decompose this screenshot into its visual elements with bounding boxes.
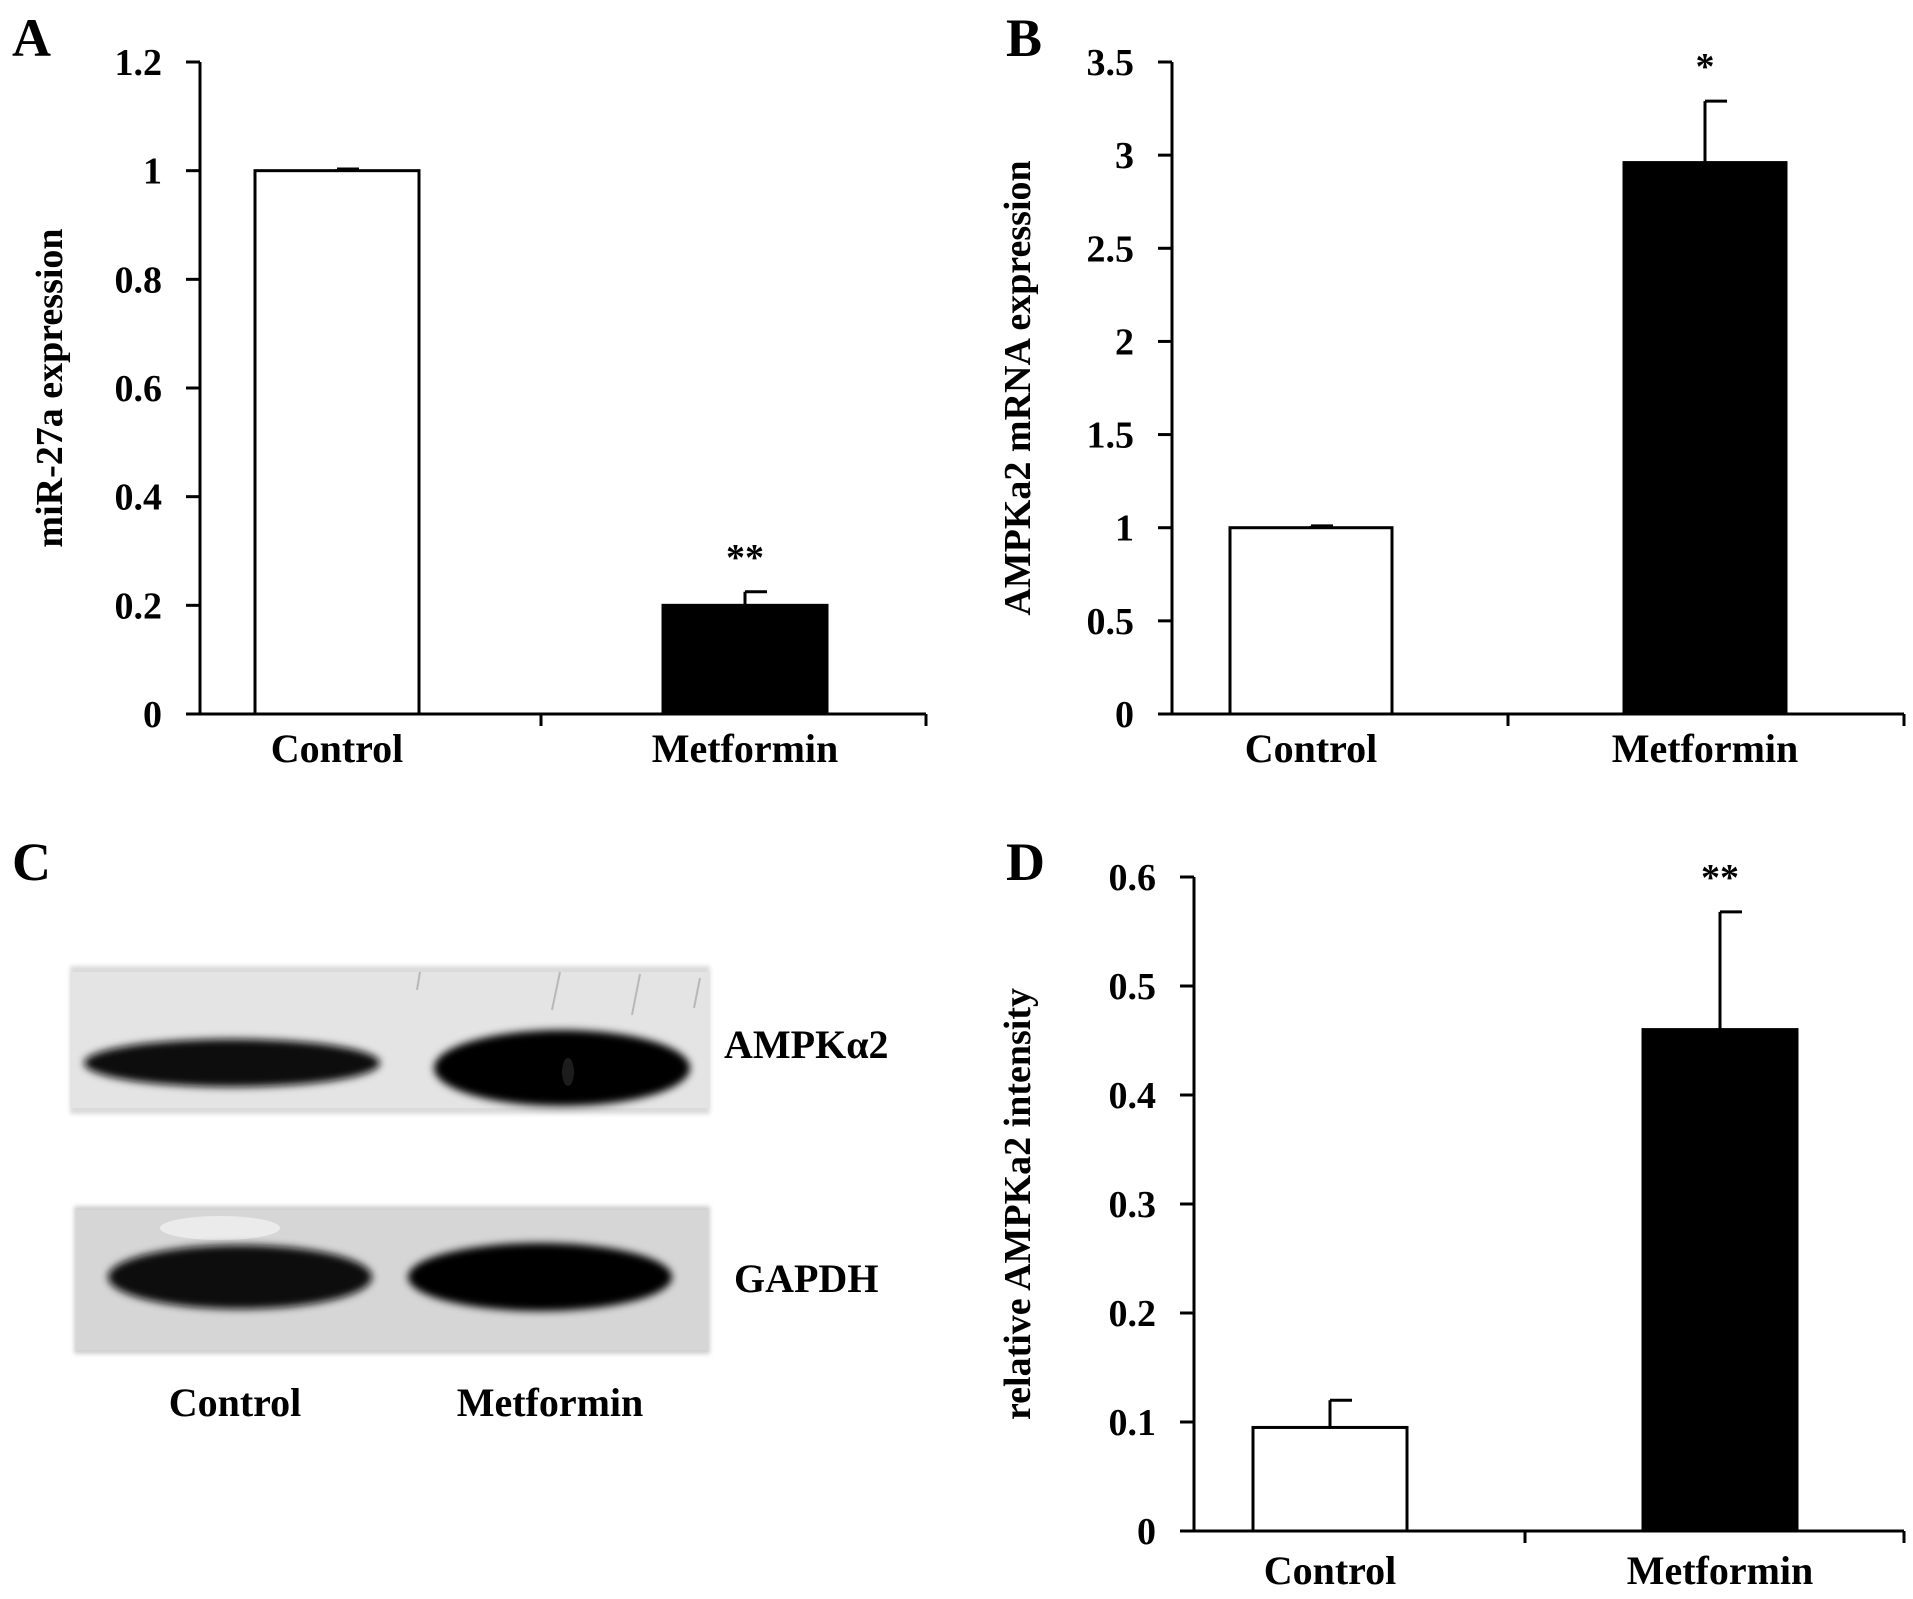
y-tick-label-b: 3 [1115, 135, 1134, 177]
bar-a-metformin [661, 603, 829, 716]
y-axis-title-b: AMPKa2 mRNA expression [997, 160, 1039, 615]
blot-label-ampka2: AMPKα2 [724, 1022, 889, 1067]
panel-letter-d: D [1006, 832, 1045, 892]
bar-d-metformin [1641, 1028, 1799, 1533]
y-axis-title-d: relative AMPKa2 intensity [997, 988, 1039, 1420]
x-category-label-d: Control [1264, 1548, 1397, 1593]
y-tick-label-a: 0.2 [115, 585, 163, 627]
chart-panel-b: 0 0.5 1 1.5 2 2.5 3 3.5 Control * Metformin AMPKa2 … [997, 42, 1906, 771]
y-tick-label-a: 0.6 [115, 368, 163, 410]
significance-label-b: * [1696, 46, 1715, 88]
x-category-label-d: Metformin [1627, 1548, 1814, 1593]
panel-letter-b: B [1006, 8, 1042, 68]
band-gapdh-control [108, 1245, 372, 1309]
chart-panel-d: 0 0.1 0.2 0.3 0.4 0.5 0.6 Control ** Metformin rel… [997, 857, 1906, 1593]
y-tick-label-a: 0 [143, 694, 162, 736]
y-tick-label-b: 3.5 [1087, 42, 1135, 84]
y-tick-label-a: 0.4 [115, 477, 163, 519]
y-axis-title-a: miR-27a expression [29, 228, 71, 547]
x-category-label-b: Control [1245, 726, 1378, 771]
y-tick-label-b: 2 [1115, 321, 1134, 363]
y-tick-label-d: 0.4 [1109, 1075, 1157, 1117]
y-tick-label-d: 0.2 [1109, 1293, 1157, 1335]
western-blot-panel: AMPKα2 GAPDH Control Metformin [70, 966, 889, 1425]
chart-panel-a: 0 0.2 0.4 0.6 0.8 1 1.2 Control ** Metformin miR-2… [29, 42, 928, 771]
blot-strip-ampka2 [70, 966, 710, 1114]
y-tick-label-a: 1 [143, 151, 162, 193]
blot-lane-label-metformin: Metformin [457, 1380, 644, 1425]
y-tick-label-a: 0.8 [115, 259, 163, 301]
y-tick-label-d: 0.3 [1109, 1184, 1157, 1226]
y-tick-label-b: 0.5 [1087, 601, 1135, 643]
bar-d-control [1251, 1425, 1409, 1533]
x-category-label-a: Control [271, 726, 404, 771]
y-tick-label-b: 1.5 [1087, 415, 1135, 457]
blot-strip-gapdh [74, 1206, 710, 1354]
significance-label-a: ** [726, 537, 764, 579]
blot-lane-label-control: Control [169, 1380, 302, 1425]
significance-label-d: ** [1701, 857, 1739, 899]
blot-label-gapdh: GAPDH [734, 1256, 878, 1301]
band-ampka2-control [84, 1039, 380, 1087]
y-tick-label-d: 0.1 [1109, 1402, 1157, 1444]
bar-b-control [1228, 526, 1394, 716]
bar-b-metformin [1622, 161, 1788, 716]
x-category-label-b: Metformin [1612, 726, 1799, 771]
y-tick-label-d: 0.6 [1109, 857, 1157, 899]
y-tick-label-b: 1 [1115, 508, 1134, 550]
x-category-label-a: Metformin [652, 726, 839, 771]
band-ampka2-metformin [434, 1030, 690, 1106]
bar-a-control [253, 169, 421, 716]
y-tick-label-d: 0.5 [1109, 966, 1157, 1008]
band-gapdh-metformin [408, 1243, 672, 1311]
y-tick-label-b: 0 [1115, 694, 1134, 736]
panel-letter-c: C [12, 832, 51, 892]
panel-letter-a: A [12, 8, 51, 68]
y-tick-label-b: 2.5 [1087, 228, 1135, 270]
y-tick-label-a: 1.2 [115, 42, 163, 84]
y-tick-label-d: 0 [1137, 1511, 1156, 1553]
